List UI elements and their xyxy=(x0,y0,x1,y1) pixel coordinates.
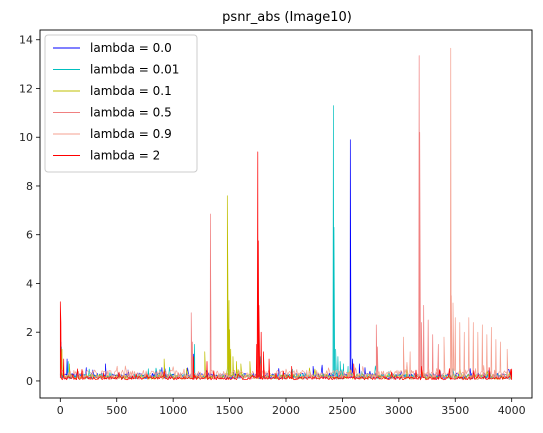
series-line-4 xyxy=(59,47,512,379)
x-tick-label: 0 xyxy=(57,404,64,417)
y-tick-label: 14 xyxy=(19,34,33,47)
x-tick-label: 500 xyxy=(106,404,127,417)
legend-label-4: lambda = 0.9 xyxy=(90,127,172,141)
y-tick-label: 0 xyxy=(26,375,33,388)
x-tick-label: 3500 xyxy=(441,404,469,417)
series-line-5 xyxy=(59,151,513,381)
y-tick-label: 6 xyxy=(26,229,33,242)
y-tick-label: 2 xyxy=(26,326,33,339)
y-tick-label: 4 xyxy=(26,277,33,290)
legend-label-3: lambda = 0.5 xyxy=(90,106,172,120)
y-tick-label: 8 xyxy=(26,180,33,193)
legend: lambda = 0.0 lambda = 0.01 lambda = 0.1 lam… xyxy=(44,34,198,173)
legend-label-1: lambda = 0.01 xyxy=(90,63,179,77)
x-tick-label: 4000 xyxy=(498,404,526,417)
legend-label-2: lambda = 0.1 xyxy=(90,84,172,98)
y-tick-label: 10 xyxy=(19,131,33,144)
chart-title: psnr_abs (Image10) xyxy=(222,10,352,25)
x-tick-label: 1000 xyxy=(159,404,187,417)
x-tick-label: 2500 xyxy=(328,404,356,417)
axes-layer: 0 500 1000 1500 2000 2500 3000 3500 4000 0 2 4 6 8 10 1… xyxy=(19,29,533,417)
x-tick-label: 2000 xyxy=(272,404,300,417)
legend-box xyxy=(44,34,198,173)
y-tick-label: 12 xyxy=(19,82,33,95)
x-tick-label: 1500 xyxy=(216,404,244,417)
series-layer xyxy=(59,47,513,381)
x-tick-label: 3000 xyxy=(385,404,413,417)
legend-label-5: lambda = 2 xyxy=(90,149,160,163)
legend-label-0: lambda = 0.0 xyxy=(90,41,172,55)
